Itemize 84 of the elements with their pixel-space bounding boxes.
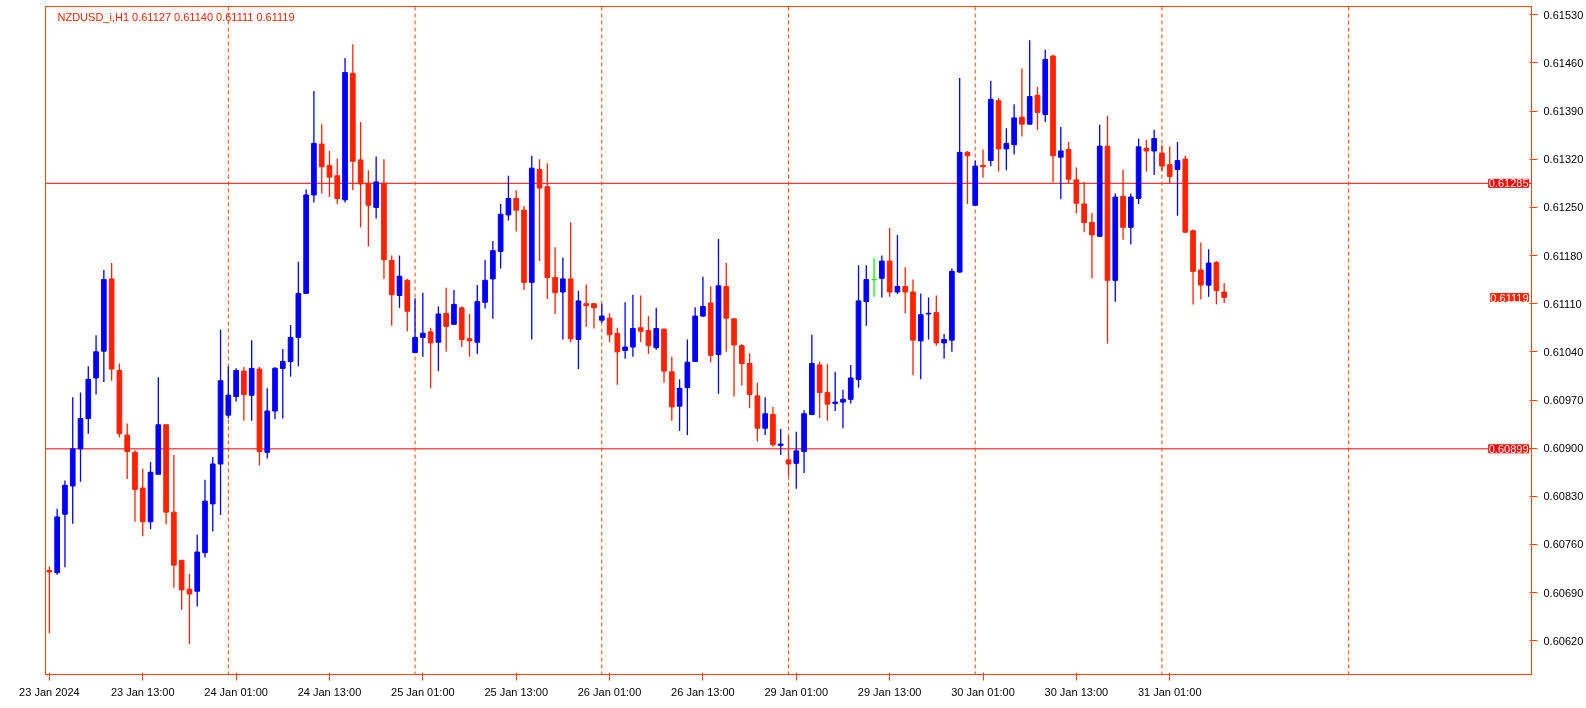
candlestick — [762, 396, 768, 436]
candlestick — [1174, 141, 1181, 217]
candlestick — [124, 422, 131, 480]
candlestick — [560, 256, 566, 341]
x-tick-label: 25 Jan 13:00 — [484, 685, 549, 698]
y-tick-label: 0.61250 — [1543, 201, 1584, 214]
x-tick-label: 24 Jan 01:00 — [204, 685, 268, 698]
candlestick — [1159, 144, 1165, 172]
candlestick — [1221, 282, 1228, 304]
x-tick-label: 23 Jan 13:00 — [110, 685, 175, 698]
y-tick-label: 0.60690 — [1543, 586, 1584, 599]
x-tick-label: 30 Jan 01:00 — [951, 685, 1015, 698]
candlestick — [1198, 241, 1204, 301]
candlestick — [840, 389, 846, 429]
candlestick — [894, 234, 901, 295]
candlestick — [847, 364, 854, 405]
candlestick — [427, 327, 434, 389]
candlestick — [1057, 126, 1064, 200]
candlestick — [46, 565, 53, 634]
candlestick — [279, 348, 286, 420]
y-tick-label: 0.60970 — [1543, 394, 1584, 407]
candlestick — [738, 343, 745, 387]
candlestick — [676, 378, 683, 432]
annotation: 0.61119 — [1490, 291, 1529, 304]
ref-line-label: 0.60899 — [1488, 442, 1529, 455]
y-tick-label: 0.61320 — [1543, 153, 1584, 166]
y-tick-label: 0.61040 — [1543, 345, 1584, 358]
y-tick-label: 0.61530 — [1543, 8, 1584, 21]
candlestick — [622, 301, 628, 360]
candlestick — [583, 283, 590, 328]
candlestick — [1151, 128, 1157, 176]
x-tick-label: 30 Jan 13:00 — [1044, 685, 1109, 698]
candlestick — [482, 259, 488, 310]
candlestick — [941, 333, 947, 360]
x-tick-label: 29 Jan 13:00 — [857, 685, 922, 698]
candlestick — [1166, 145, 1173, 185]
candlestick — [879, 254, 885, 299]
y-tick-label: 0.60620 — [1543, 634, 1584, 647]
candlestick — [1143, 139, 1150, 173]
candlestick — [513, 189, 520, 233]
candlestick — [552, 246, 558, 315]
candlestick — [1081, 181, 1087, 233]
y-tick-label: 0.60760 — [1543, 538, 1584, 551]
candlestick — [902, 266, 909, 314]
x-tick-label: 31 Jan 01:00 — [1137, 685, 1202, 698]
candlestick — [700, 276, 706, 318]
candlestick — [591, 303, 597, 330]
candlestick — [1205, 248, 1212, 298]
candlestick — [598, 303, 605, 324]
candlestick — [443, 287, 450, 353]
x-tick-label: 25 Jan 01:00 — [391, 685, 455, 698]
y-tick-label: 0.61390 — [1543, 105, 1584, 118]
candlestick — [832, 371, 839, 412]
candlestick — [241, 366, 247, 422]
candlestick — [1019, 67, 1025, 138]
candlestick — [964, 150, 971, 205]
candlestick — [630, 294, 636, 358]
y-tick-label: 0.60900 — [1543, 442, 1584, 455]
candlestick — [785, 435, 792, 477]
candlestick — [980, 148, 986, 179]
y-tick-label: 0.61110 — [1543, 297, 1582, 310]
y-tick-label: 0.61180 — [1543, 249, 1583, 262]
candlestick — [1089, 212, 1095, 279]
candlestick — [1003, 127, 1010, 171]
candlestick — [420, 292, 426, 358]
candlestick — [925, 296, 932, 341]
candlestick — [466, 313, 473, 358]
candlestick — [777, 428, 784, 456]
candlestick — [1034, 86, 1041, 131]
chart-title: NZDUSD_i,H1 0.61127 0.61140 0.61111 0.61119 — [57, 10, 295, 23]
candlestick — [334, 157, 341, 205]
x-tick-label: 24 Jan 13:00 — [297, 685, 362, 698]
x-tick-label: 29 Jan 01:00 — [764, 685, 829, 698]
x-tick-label: 26 Jan 01:00 — [577, 685, 642, 698]
y-tick-label: 0.60830 — [1543, 490, 1584, 503]
candlestick — [653, 307, 660, 351]
candlestick — [451, 289, 457, 325]
y-tick-label: 0.61460 — [1543, 56, 1584, 69]
candlestick — [1073, 166, 1080, 215]
x-tick-label: 23 Jan 2024 — [19, 685, 80, 698]
ref-line-label: 0.61285 — [1488, 177, 1529, 190]
candlestick — [793, 431, 800, 490]
x-tick-label: 26 Jan 13:00 — [671, 685, 735, 698]
candlestick — [412, 297, 418, 354]
